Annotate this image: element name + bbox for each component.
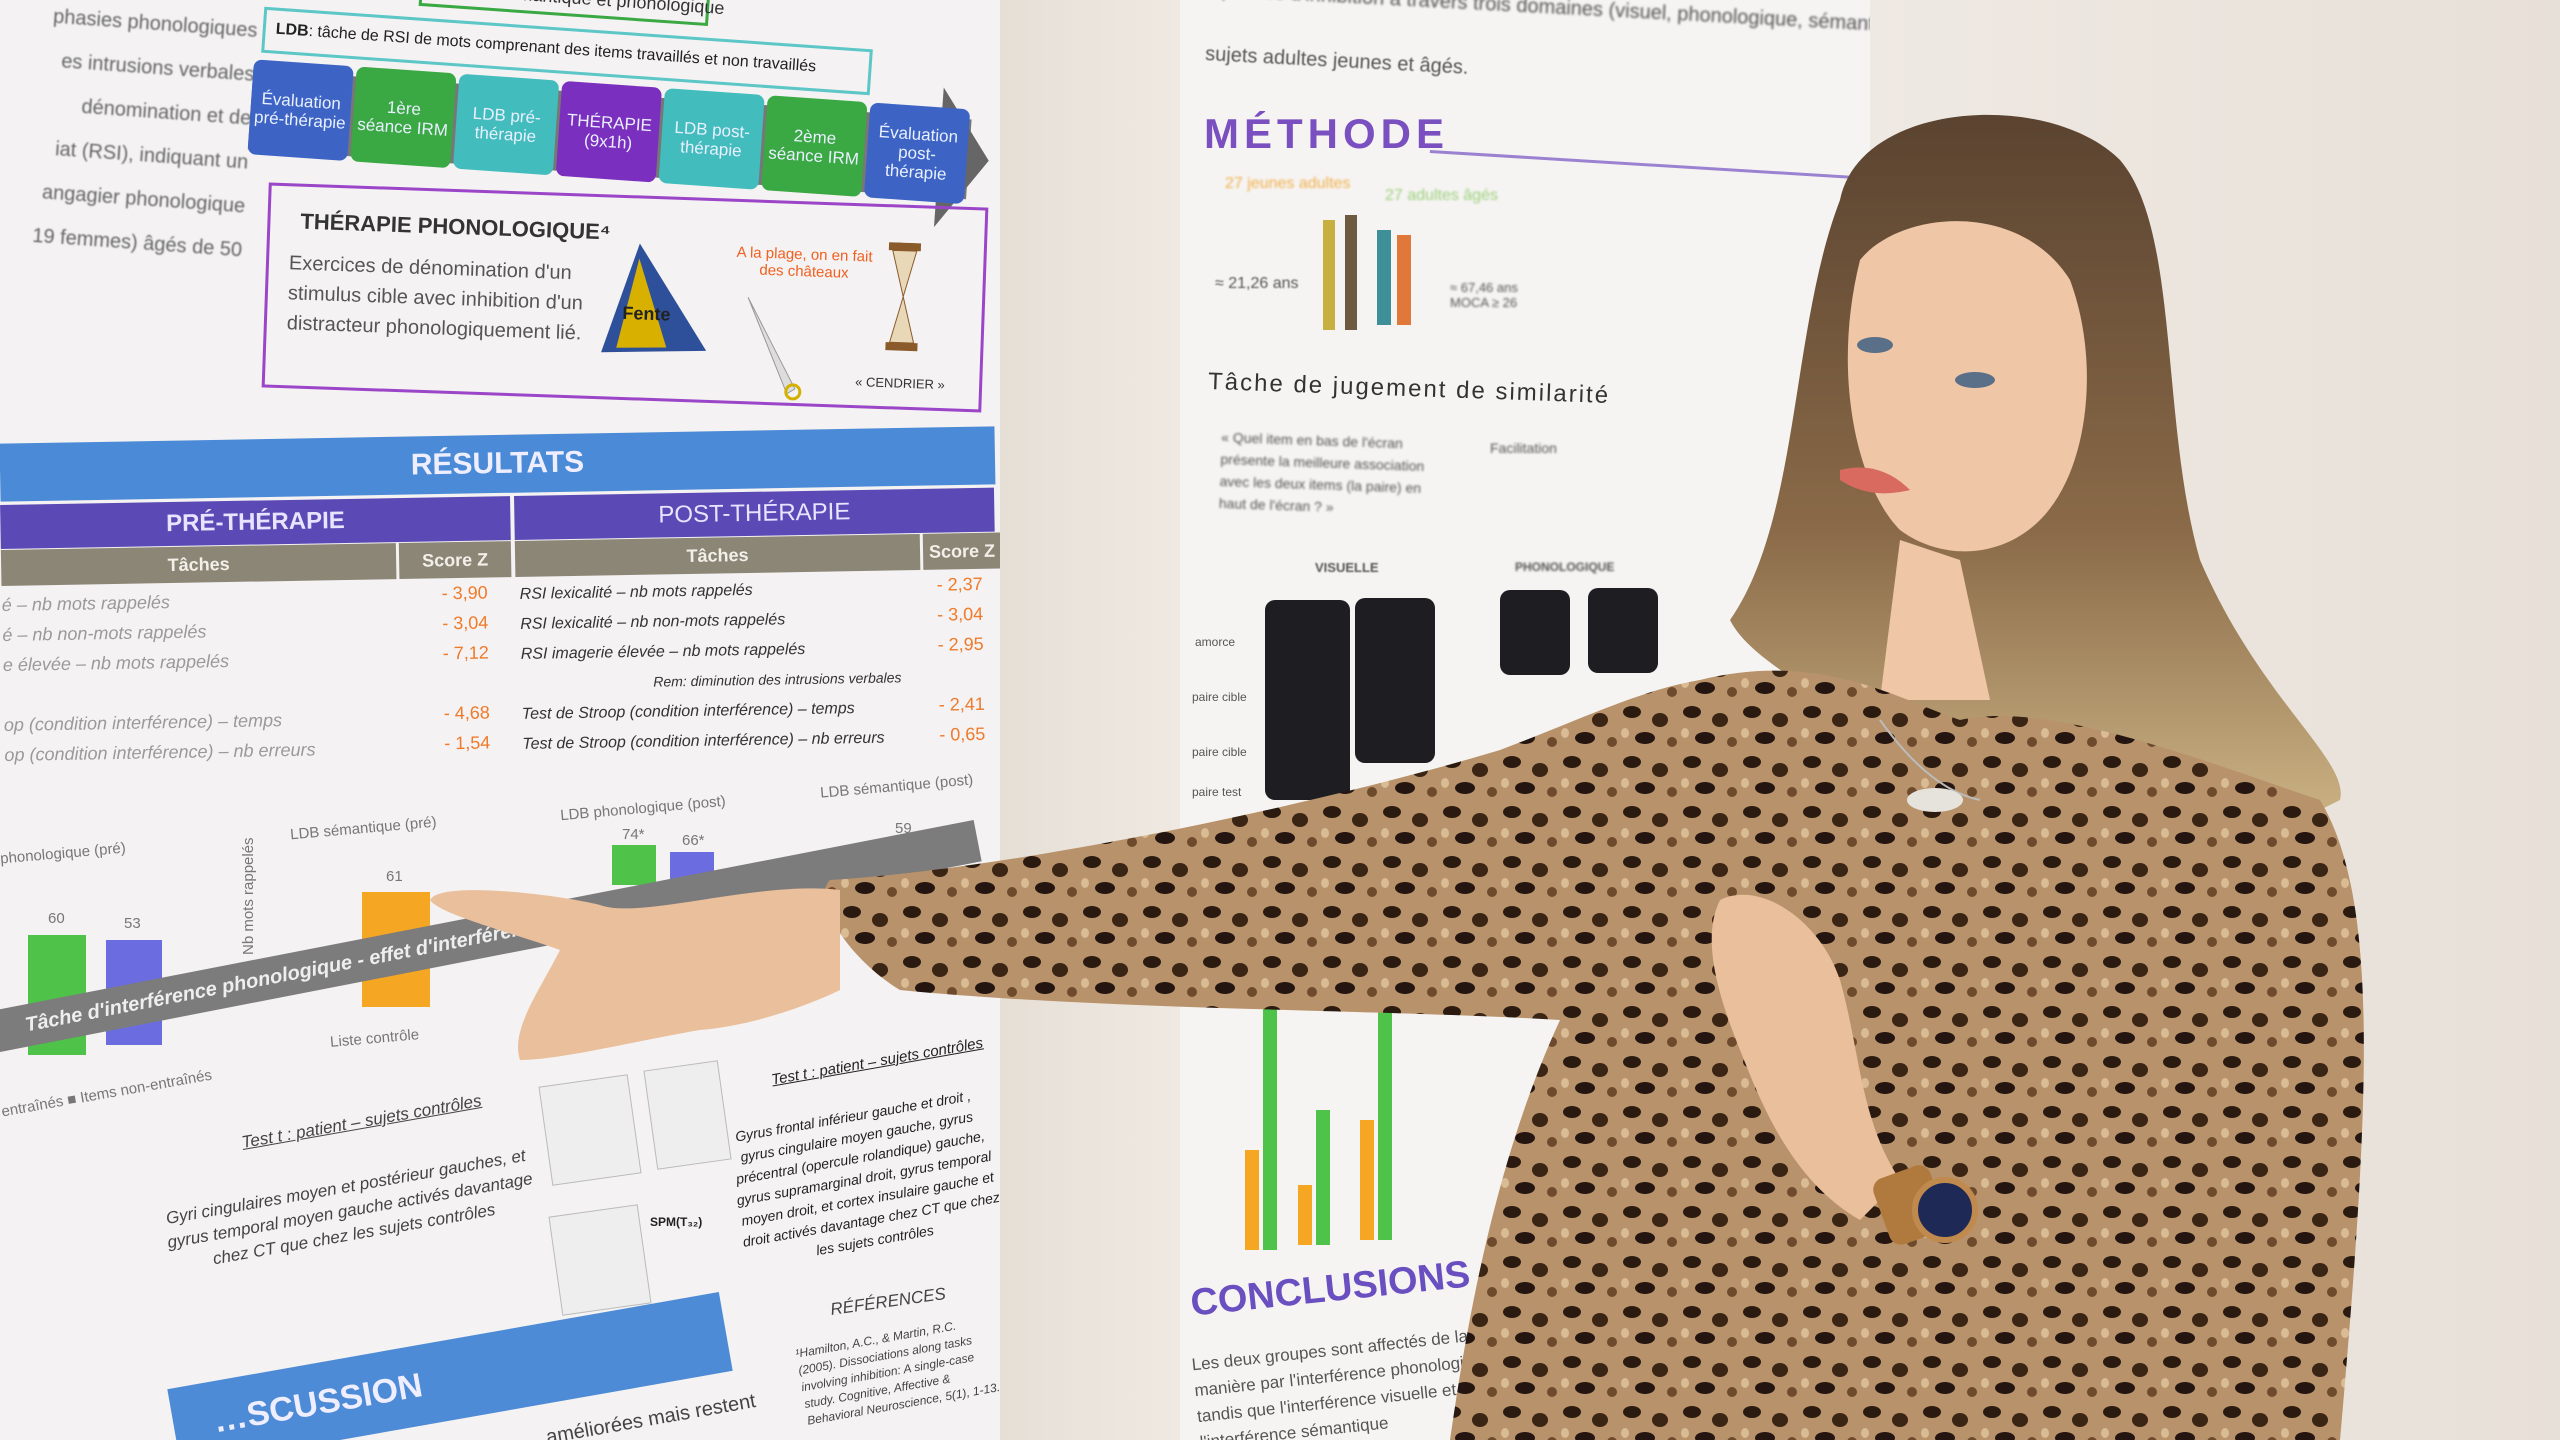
data-label: 53 (124, 915, 141, 932)
wall (1000, 0, 1180, 1440)
row-label: paire test (1192, 785, 1242, 799)
bar (1298, 1185, 1312, 1245)
stimulus-screen (1500, 590, 1570, 675)
methode-heading: MÉTHODE (1204, 110, 1449, 157)
bar (1378, 970, 1392, 1240)
hourglass-icon (885, 242, 922, 352)
bar-post-phono-trained (612, 845, 656, 885)
stimulus-screen (1588, 588, 1658, 673)
data-label: 61 (386, 868, 403, 885)
bar (1245, 1150, 1259, 1250)
neck (1880, 540, 1990, 700)
eye-right (1955, 372, 1995, 388)
necklace-pendant (1907, 788, 1963, 812)
data-label: 74* (622, 826, 645, 843)
bar (1316, 1110, 1330, 1245)
young-group-label: 27 jeunes adultes (1225, 175, 1351, 192)
visuelle-label: VISUELLE (1315, 560, 1379, 575)
bar (1263, 1000, 1277, 1250)
row-label: paire cible (1192, 690, 1247, 704)
bar (1360, 1120, 1374, 1240)
watch (1873, 1165, 1978, 1245)
left-poster: phasies phonologiques es intrusions verb… (0, 0, 1000, 1440)
row-label: amorce (1195, 635, 1236, 649)
old-age: ≈ 67,46 ans MOCA ≥ 26 (1450, 280, 1518, 310)
data-label: 60 (48, 910, 65, 927)
old-group-label: 27 adultes âgés (1385, 187, 1498, 204)
facilitation-label: Facilitation (1490, 440, 1557, 456)
spm-label: SPM(T₃₂) (650, 1215, 703, 1229)
tent-icon (601, 243, 707, 353)
people-icon (1323, 215, 1411, 330)
necklace (1879, 719, 1981, 801)
stimulus-screen (1265, 600, 1350, 800)
eye-left (1857, 337, 1893, 353)
lips (1840, 467, 1910, 494)
young-age: ≈ 21,26 ans (1215, 275, 1299, 292)
phonologique-label: PHONOLOGIQUE (1515, 560, 1615, 574)
pointing-hand (430, 888, 840, 1060)
stimulus-screen (1355, 598, 1435, 763)
row-label: paire cible (1192, 745, 1247, 759)
left-hand (1711, 894, 1900, 1220)
therapy-box: THÉRAPIE PHONOLOGIQUE⁴ Exercices de déno… (261, 182, 989, 413)
leopard-blouse (824, 670, 2364, 1440)
sword-icon (747, 297, 802, 401)
data-label: 66* (682, 832, 705, 849)
